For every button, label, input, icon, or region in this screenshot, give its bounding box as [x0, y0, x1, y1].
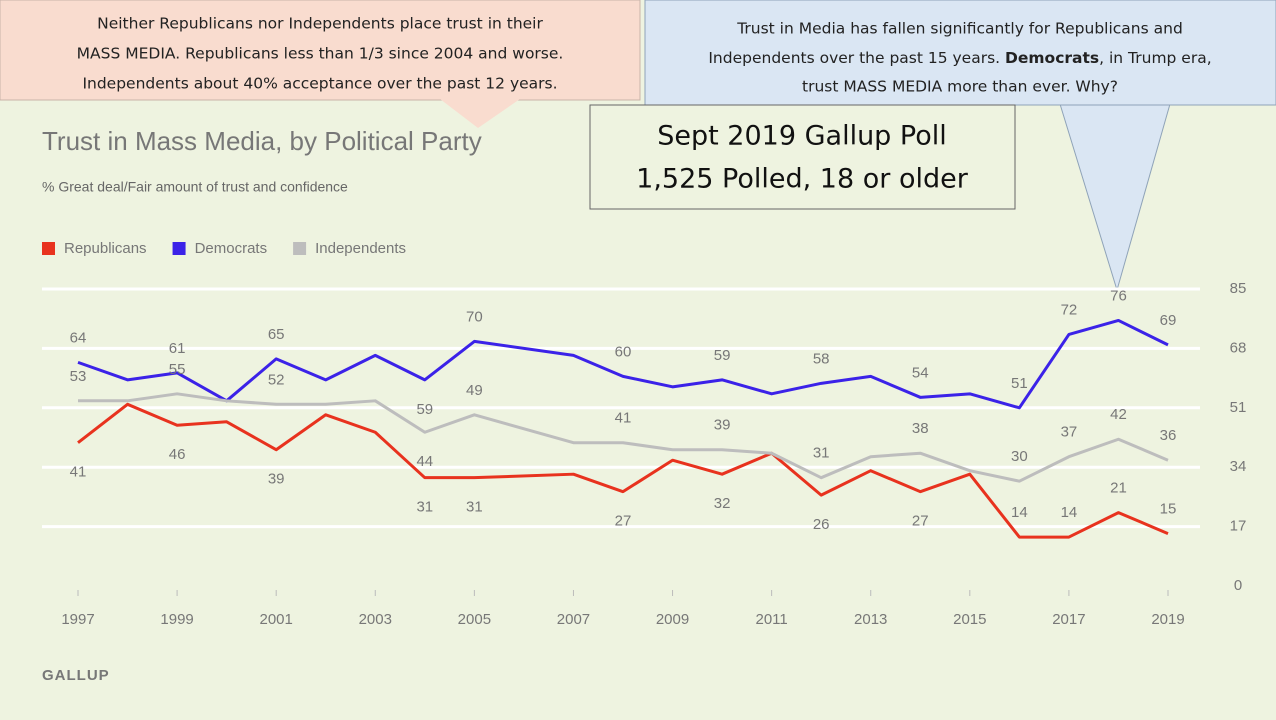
left-pointer [440, 99, 520, 128]
y-tick-label: 17 [1230, 518, 1247, 535]
data-label: 14 [1061, 504, 1078, 521]
source: GALLUP [42, 667, 110, 684]
legend-swatch [172, 242, 186, 255]
legend-label: Independents [315, 240, 406, 257]
data-label: 36 [1160, 427, 1177, 444]
x-tick-label: 2011 [756, 611, 788, 628]
right-note-bold: Democrats [1005, 49, 1099, 67]
data-label: 31 [813, 445, 830, 462]
data-label: 55 [169, 361, 186, 378]
y-tick-label: 85 [1230, 280, 1247, 297]
right-note: Independents over the past 15 years. Dem… [708, 49, 1211, 67]
data-label: 37 [1061, 424, 1078, 441]
data-label: 27 [615, 513, 632, 530]
data-label: 27 [912, 513, 929, 530]
data-label: 39 [268, 471, 285, 488]
x-tick-label: 2003 [359, 611, 392, 628]
data-label: 15 [1160, 501, 1177, 518]
data-label: 30 [1011, 448, 1028, 465]
data-label: 69 [1160, 312, 1177, 329]
data-label: 65 [268, 326, 285, 343]
data-label: 60 [615, 343, 632, 360]
data-label: 31 [416, 499, 433, 516]
data-label: 21 [1110, 480, 1127, 497]
data-label: 44 [416, 453, 433, 470]
y-tick-label: 34 [1230, 458, 1247, 475]
y-tick-label: 68 [1230, 339, 1247, 356]
x-tick-label: 2009 [656, 611, 689, 628]
poll-note: 1,525 Polled, 18 or older [636, 164, 969, 195]
legend-swatch [293, 242, 307, 255]
x-tick-label: 2017 [1052, 611, 1085, 628]
y-tick-label: 0 [1234, 577, 1242, 594]
data-label: 70 [466, 308, 483, 325]
data-label: 58 [813, 350, 830, 367]
data-label: 49 [466, 382, 483, 399]
x-tick-label: 2019 [1151, 611, 1184, 628]
left-note: Independents about 40% acceptance over t… [82, 75, 557, 93]
chart-subtitle: % Great deal/Fair amount of trust and co… [42, 179, 348, 195]
data-label: 59 [416, 401, 433, 418]
left-callout [0, 0, 641, 101]
legend-label: Republicans [64, 240, 147, 257]
data-label: 76 [1110, 287, 1127, 304]
data-label: 64 [70, 329, 87, 346]
data-label: 42 [1110, 406, 1127, 423]
right-note-part: Independents over the past 15 years. [708, 49, 1005, 67]
x-tick-label: 2013 [854, 611, 887, 628]
data-label: 41 [615, 410, 632, 427]
data-label: 59 [714, 347, 731, 364]
data-label: 52 [268, 371, 285, 388]
series-line [78, 392, 1169, 483]
data-label: 41 [70, 464, 87, 481]
legend-label: Democrats [195, 240, 268, 257]
chart-title: Trust in Mass Media, by Political Party [42, 126, 482, 156]
series-line [77, 402, 1169, 539]
data-label: 54 [912, 364, 929, 381]
plot: 0 17 34 51 68 85 1997 1999 2001 2003 2005 2007 2009 2… [42, 240, 1246, 628]
data-label: 51 [1011, 375, 1028, 392]
data-label: 72 [1061, 301, 1078, 318]
data-label: 53 [70, 368, 87, 385]
x-tick-label: 2015 [953, 611, 986, 628]
data-label: 32 [714, 495, 731, 512]
right-note: Trust in Media has fallen significantly … [736, 20, 1183, 38]
poll-note: Sept 2019 Gallup Poll [657, 121, 947, 152]
x-tick-label: 1999 [160, 611, 193, 628]
data-label: 26 [813, 516, 830, 533]
right-callout [644, 0, 1276, 106]
x-tick-label: 2005 [458, 611, 491, 628]
right-note-part: , in Trump era, [1099, 49, 1212, 67]
y-tick-label: 51 [1230, 399, 1247, 416]
x-tick-label: 1997 [61, 611, 94, 628]
right-note: trust MASS MEDIA more than ever. Why? [802, 78, 1118, 96]
data-label: 39 [714, 417, 731, 434]
data-label: 46 [169, 446, 186, 463]
x-tick-label: 2001 [259, 611, 292, 628]
data-label: 14 [1011, 504, 1028, 521]
data-label: 38 [912, 420, 929, 437]
left-note: Neither Republicans nor Independents pla… [97, 15, 543, 33]
series-line [77, 318, 1169, 410]
data-label: 31 [466, 499, 483, 516]
left-note: MASS MEDIA. Republicans less than 1/3 si… [77, 45, 564, 63]
legend-swatch [42, 242, 55, 255]
data-label: 61 [169, 340, 186, 357]
x-tick-label: 2007 [557, 611, 590, 628]
poll-box [589, 104, 1016, 210]
